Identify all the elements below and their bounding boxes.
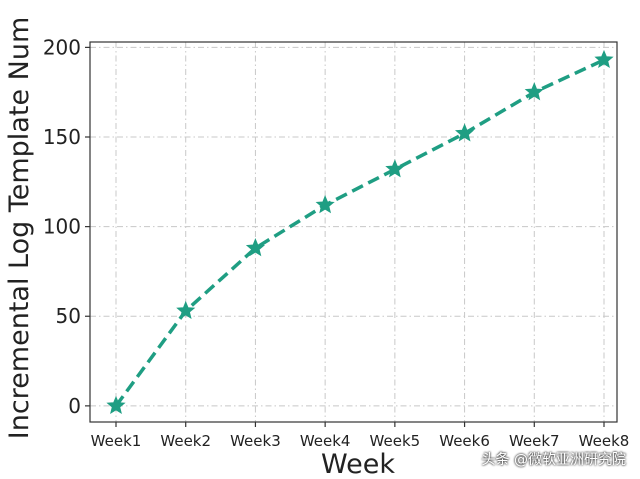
x-tick-label: Week4 [300,432,351,450]
star-marker [454,123,475,142]
x-tick-labels: Week1 Week2 Week3 Week4 Week5 Week6 Week7 Week8 [91,432,630,450]
star-marker [385,159,405,178]
y-tick-label: 150 [43,125,81,149]
grid-lines [90,42,617,422]
x-tick-label: Week7 [509,432,560,450]
star-marker [315,195,335,214]
x-tick-label: Week1 [91,432,142,450]
axis-ticks [85,46,605,427]
y-tick-labels: 0 50 100 150 200 [43,35,81,417]
star-marker [594,49,614,69]
y-tick-label: 200 [43,35,81,59]
x-tick-label: Week3 [230,432,281,450]
y-tick-label: 50 [56,304,81,328]
x-axis-title: Week [321,449,395,479]
x-tick-label: Week5 [370,432,421,450]
star-marker [245,238,266,257]
star-marker [106,395,126,414]
plot-frame [89,41,618,423]
x-tick-label: Week6 [439,432,490,450]
star-marker [176,300,196,319]
x-tick-label: Week8 [579,432,630,450]
y-tick-label: 0 [68,394,81,418]
series-markers [106,49,614,414]
y-axis-title: Incremental Log Template Num [4,17,35,439]
x-tick-label: Week2 [160,432,211,450]
series-line [114,58,605,407]
y-tick-label: 100 [43,215,81,239]
star-marker [524,82,544,101]
watermark: 头条 @微软亚洲研究院 [481,452,626,468]
